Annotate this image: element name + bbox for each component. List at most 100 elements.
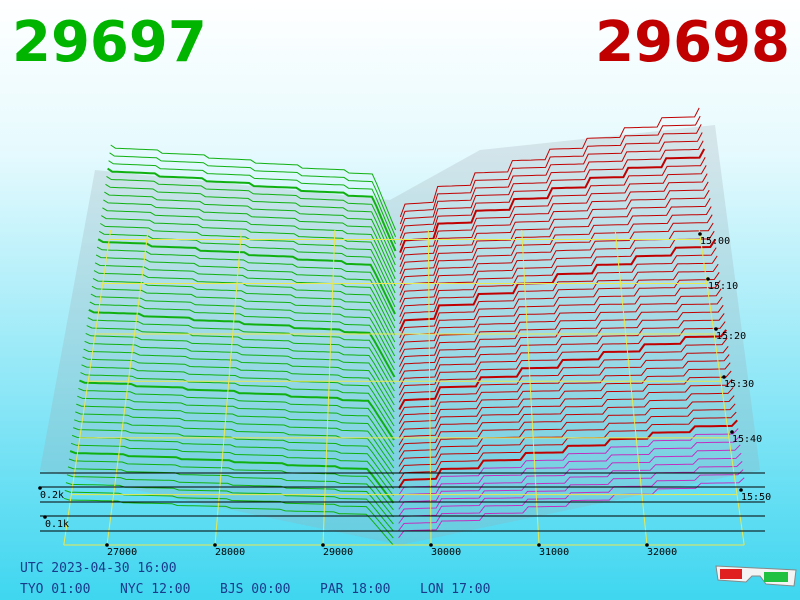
ask-depth-line [399, 148, 706, 253]
ask-depth-line [399, 206, 712, 303]
bid-depth-line [108, 160, 396, 245]
axes: 27000 28000 29000 30000 31000 32000 0.2k 0.1k 15… [38, 229, 771, 558]
bid-depth-line [100, 223, 396, 301]
ask-depth-line [398, 403, 736, 474]
ask-depth-line [398, 370, 732, 446]
time-tick-label: 15:30 [724, 379, 754, 390]
bid-depth-line [109, 152, 397, 238]
bid-depth-line [107, 167, 397, 252]
bid-depth-line [104, 191, 396, 273]
bid-depth-line [90, 293, 396, 364]
tick-dot [739, 488, 743, 492]
ask-depth-line [398, 304, 724, 389]
ask-depth-line [398, 313, 725, 396]
ask-depth-line [398, 296, 723, 382]
bid-depth-line [78, 387, 395, 448]
bid-depth-line [66, 474, 394, 525]
price-tick-label: 30000 [431, 547, 461, 558]
ask-depth-line [399, 140, 704, 246]
depth-tick-label: 0.1k [45, 519, 69, 530]
ask-depth-line [398, 428, 739, 496]
ask-depth-line [398, 419, 738, 489]
bid-depth-line [89, 301, 395, 371]
ask-depth-line [399, 230, 715, 325]
time-tick-label: 15:10 [708, 281, 738, 292]
ask-depth-line [398, 354, 730, 432]
bid-depth-line [92, 277, 396, 350]
bid-depth-line [103, 199, 396, 280]
ask-depth-line [398, 378, 733, 453]
grid-line [106, 229, 149, 546]
ask-depth-line [398, 461, 743, 524]
ask-depth-line [399, 132, 703, 239]
clock-label: BJS 00:00 [220, 582, 290, 597]
grid-line [427, 229, 432, 546]
ask-depth-line [398, 238, 717, 332]
ask-depth-line [399, 189, 710, 289]
bid-depth-line [98, 230, 396, 308]
ask-depth-line [399, 181, 709, 282]
ask-depth-line [398, 395, 735, 467]
bid-depth-line [85, 332, 395, 399]
ask-depth-line [399, 263, 719, 353]
tick-dot [105, 543, 109, 547]
ask-price: 29698 [595, 10, 790, 75]
bid-depth-line [91, 285, 396, 357]
3d-glasses-icon[interactable] [715, 565, 797, 587]
price-tick-label: 27000 [107, 547, 137, 558]
grid-line [214, 229, 242, 546]
tick-dot [321, 543, 325, 547]
grid-line [63, 229, 112, 546]
ask-depth-line [398, 337, 728, 417]
time-tick-label: 15:50 [741, 492, 771, 503]
ask-depth-line [398, 321, 726, 403]
bid-depth-line [77, 395, 395, 455]
bid-depth-line [110, 144, 397, 231]
bid-price: 29697 [12, 10, 207, 75]
clock-label: TYO 01:00 [20, 582, 90, 597]
clock-label: PAR 18:00 [320, 582, 390, 597]
time-tick-label: 15:00 [700, 236, 730, 247]
world-clocks: TYO 01:00 NYC 12:00 BJS 00:00 PAR 18:00 LON … [20, 582, 490, 597]
ask-depth-line [399, 247, 717, 339]
tick-dot [645, 543, 649, 547]
ask-depth-line [399, 115, 701, 225]
tick-dot [698, 232, 702, 236]
ask-depth-line [398, 444, 741, 510]
ask-depth-line [399, 107, 700, 218]
bid-depth-line [64, 489, 394, 539]
tick-dot [38, 486, 42, 490]
grid-line [614, 229, 648, 546]
bid-depth-line [71, 434, 395, 490]
grid-line [521, 229, 540, 546]
ask-depth-line [398, 362, 731, 439]
ask-depth-line [399, 173, 708, 275]
tick-dot [714, 327, 718, 331]
bid-depth-line [70, 442, 394, 497]
ask-depth-line [399, 288, 722, 375]
ask-depth-line [399, 198, 711, 296]
bid-depth-line [93, 270, 396, 343]
price-tick-label: 28000 [215, 547, 245, 558]
price-tick-label: 32000 [647, 547, 677, 558]
bid-depth-line [106, 175, 396, 259]
clock-label: NYC 12:00 [120, 582, 190, 597]
bid-depth-line [67, 466, 394, 518]
tick-dot [43, 515, 47, 519]
utc-time: UTC 2023-04-30 16:00 [20, 561, 177, 576]
ask-depth-line [398, 329, 727, 410]
time-tick-label: 15:20 [716, 331, 746, 342]
bid-depth-line [88, 309, 396, 378]
bid-depth-line [84, 340, 395, 406]
ask-depth-line [398, 436, 740, 503]
bid-depth-line [68, 458, 394, 511]
surface-shade [40, 125, 760, 545]
bid-depth-line [101, 215, 396, 294]
bid-depth-line [86, 325, 395, 392]
bid-depth-line [97, 238, 396, 315]
tick-dot [537, 543, 541, 547]
bid-depth-line [65, 482, 394, 532]
bid-depth-line [82, 356, 395, 420]
ask-depth-line [398, 452, 742, 517]
